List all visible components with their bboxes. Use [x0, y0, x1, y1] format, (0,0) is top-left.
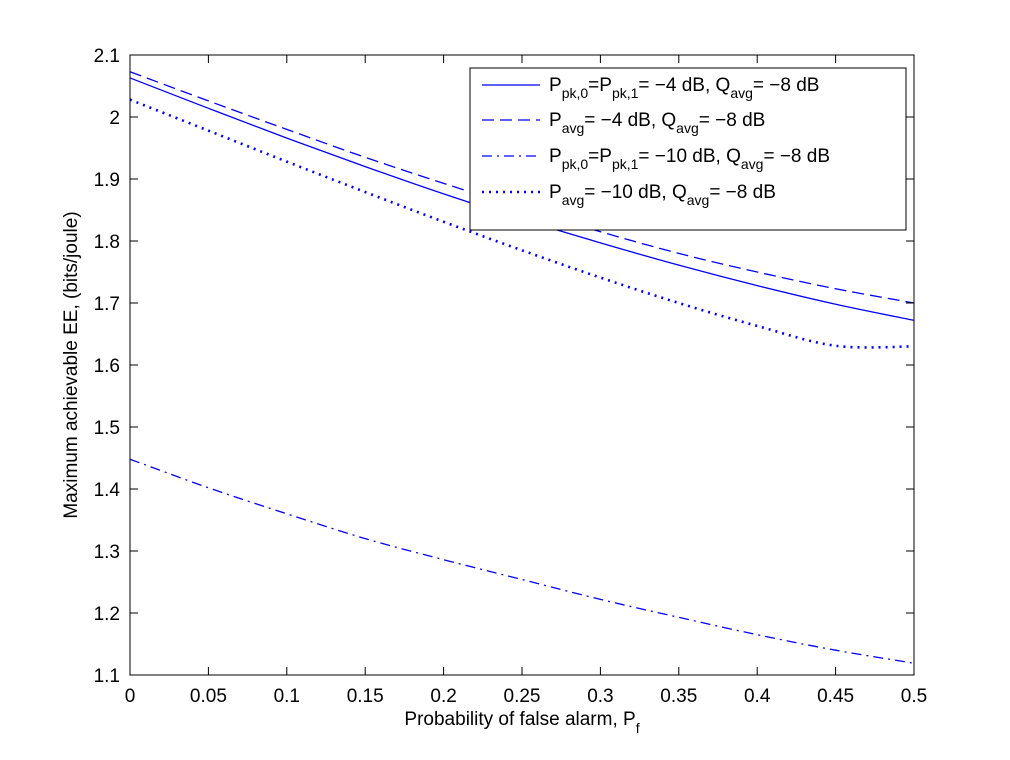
y-tick-label: 1.2: [94, 604, 120, 625]
x-tick-label: 0: [125, 686, 136, 707]
y-tick-label: 1.8: [94, 232, 120, 253]
x-tick-label: 0.05: [190, 686, 227, 707]
x-tick-label: 0.1: [274, 686, 300, 707]
ticks-layer: 0 0.05 0.1 0.15 0.2 0.25 0.3 0.35 0.4 0.45 0.5 1.1 1…: [94, 46, 928, 707]
x-tick-label: 0.4: [744, 686, 771, 707]
legend-label-dotted: Pavg= −10 dB, Qavg= −8 dB: [549, 182, 776, 208]
y-tick-label: 2.1: [94, 46, 120, 67]
x-tick-label: 0.5: [901, 686, 927, 707]
x-axis-label: Probability of false alarm, Pf: [404, 709, 639, 736]
x-tick-label: 0.25: [504, 686, 541, 707]
y-tick-label: 1.3: [94, 542, 120, 563]
y-tick-label: 1.5: [94, 418, 120, 439]
legend-label-dashed: Pavg= −4 dB, Qavg= −8 dB: [549, 110, 765, 136]
x-tick-label: 0.2: [430, 686, 456, 707]
legend: Ppk,0=Ppk,1= −4 dB, Qavg= −8 dB Pavg= −4 …: [469, 67, 907, 231]
y-axis-label: Maximum achievable EE, (bits/joule): [61, 211, 82, 518]
x-axis-label-main: Probability of false alarm, P: [404, 709, 635, 730]
legend-label-solid: Ppk,0=Ppk,1= −4 dB, Qavg= −8 dB: [549, 75, 819, 101]
y-tick-label: 1.4: [94, 480, 121, 501]
plot-frame: [129, 54, 915, 676]
x-tick-label: 0.3: [587, 686, 613, 707]
legend-entries: Ppk,0=Ppk,1= −4 dB, Qavg= −8 dB Pavg= −4 …: [482, 75, 830, 208]
x-tick-label: 0.35: [660, 686, 697, 707]
y-tick-label: 1.6: [94, 356, 120, 377]
x-tick-label: 0.15: [347, 686, 384, 707]
series-dotted-line: [129, 98, 915, 349]
legend-box: [469, 67, 907, 231]
y-tick-label: 1.1: [94, 666, 120, 687]
x-tick-label: 0.45: [817, 686, 854, 707]
y-tick-label: 2: [109, 108, 120, 129]
y-tick-label: 1.9: [94, 170, 120, 191]
legend-label-dashdot: Ppk,0=Ppk,1= −10 dB, Qavg= −8 dB: [549, 146, 830, 172]
series-dashed-line: [129, 71, 915, 304]
y-tick-label: 1.7: [94, 294, 120, 315]
x-axis-label-subscript: f: [636, 720, 640, 736]
series-dashdot-line: [129, 458, 915, 664]
